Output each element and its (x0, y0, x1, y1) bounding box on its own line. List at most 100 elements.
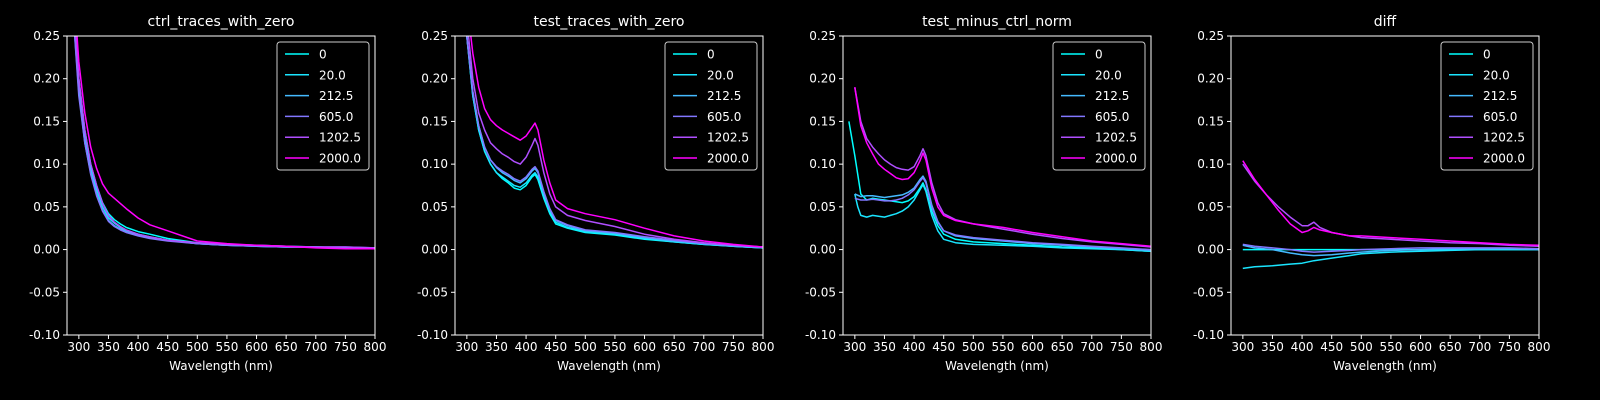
y-tick-label: 0.20 (33, 72, 60, 86)
legend-box (276, 41, 370, 171)
x-tick-label: 350 (485, 340, 508, 354)
chart-panel-3: test_minus_ctrl_norm 300 350 400 450 500 550 60… (805, 14, 1163, 373)
y-tick-label: 0.25 (809, 29, 836, 43)
x-tick-label: 650 (1051, 340, 1074, 354)
x-tick-label: 800 (1140, 340, 1163, 354)
legend: 0 20.0 212.5 605.0 1202.5 2000.0 (1440, 41, 1534, 171)
legend-entry: 1202.5 (1483, 131, 1525, 145)
x-axis-label: Wavelength (nm) (1333, 359, 1437, 373)
y-tick-label: 0.25 (421, 29, 448, 43)
legend-entry: 0 (1483, 48, 1491, 62)
x-axis-label: Wavelength (nm) (945, 359, 1049, 373)
legend-entry: 212.5 (707, 89, 741, 103)
y-tick-label: 0.05 (1197, 200, 1224, 214)
y-tick-label: -0.10 (29, 328, 60, 342)
x-tick-label: 500 (574, 340, 597, 354)
legend: 0 20.0 212.5 605.0 1202.5 2000.0 (276, 41, 370, 171)
x-tick-label: 500 (1350, 340, 1373, 354)
x-tick-label: 650 (663, 340, 686, 354)
series-line-0 (848, 121, 1151, 253)
series-line-1202.5 (854, 87, 1151, 248)
x-tick-label: 550 (215, 340, 238, 354)
legend: 0 20.0 212.5 605.0 1202.5 2000.0 (1052, 41, 1146, 171)
x-tick-label: 300 (67, 340, 90, 354)
chart-title: diff (1374, 14, 1397, 30)
x-tick-label: 350 (1261, 340, 1284, 354)
legend-entry: 0 (1095, 48, 1103, 62)
series-line-2000.0 (470, 36, 763, 248)
x-tick-label: 400 (1291, 340, 1314, 354)
y-tick-label: 0.05 (809, 200, 836, 214)
series-line-1202.5 (1242, 163, 1539, 247)
y-tick-label: -0.05 (1193, 285, 1224, 299)
y-tick-label: 0.00 (809, 243, 836, 257)
series-line-2000.0 (1242, 160, 1539, 247)
x-tick-label: 700 (304, 340, 327, 354)
series-lines (73, 36, 375, 250)
series-line-212.5 (1242, 244, 1539, 257)
y-tick-label: 0.20 (809, 72, 836, 86)
plot-frame (1230, 35, 1540, 336)
y-tick-label: 0.15 (421, 114, 448, 128)
y-tick-label: 0.00 (1197, 243, 1224, 257)
x-tick-label: 650 (1439, 340, 1462, 354)
legend-box (1440, 41, 1534, 171)
x-tick-label: 600 (245, 340, 268, 354)
x-tick-label: 300 (455, 340, 478, 354)
x-tick-label: 750 (334, 340, 357, 354)
chart-title: test_minus_ctrl_norm (922, 14, 1072, 30)
series-lines (1242, 160, 1539, 270)
x-axis-label: Wavelength (nm) (169, 359, 273, 373)
x-tick-label: 750 (1110, 340, 1133, 354)
series-line-212.5 (854, 175, 1151, 252)
y-tick-label: 0.10 (809, 157, 836, 171)
x-tick-label: 800 (1528, 340, 1551, 354)
x-tick-label: 350 (873, 340, 896, 354)
y-tick-label: 0.00 (33, 243, 60, 257)
y-tick-label: 0.20 (1197, 72, 1224, 86)
y-tick-label: 0.10 (33, 157, 60, 171)
series-line-605.0 (1242, 243, 1539, 253)
x-tick-label: 650 (275, 340, 298, 354)
legend-entry: 212.5 (319, 89, 353, 103)
legend-entry: 605.0 (319, 110, 353, 124)
y-tick-label: 0.10 (421, 157, 448, 171)
y-tick-label: 0.15 (33, 114, 60, 128)
y-tick-label: -0.05 (805, 285, 836, 299)
legend-entry: 2000.0 (1095, 152, 1137, 166)
legend-entry: 20.0 (319, 68, 346, 82)
legend-entry: 20.0 (707, 68, 734, 82)
x-tick-label: 450 (544, 340, 567, 354)
legend: 0 20.0 212.5 605.0 1202.5 2000.0 (664, 41, 758, 171)
legend-entry: 0 (319, 48, 327, 62)
series-lines (466, 36, 763, 249)
legend-entry: 605.0 (1483, 110, 1517, 124)
chart-title: test_traces_with_zero (534, 14, 685, 30)
y-tick-label: -0.05 (417, 285, 448, 299)
y-tick-label: 0.00 (421, 243, 448, 257)
plot-frame (66, 35, 376, 336)
x-tick-label: 700 (1468, 340, 1491, 354)
chart-panel-2: test_traces_with_zero 300 350 400 450 500 550 6… (417, 14, 775, 373)
y-tick-label: 0.10 (1197, 157, 1224, 171)
legend-entry: 20.0 (1483, 68, 1510, 82)
series-line-20.0 (466, 36, 763, 249)
legend-entry: 212.5 (1095, 89, 1129, 103)
y-tick-label: 0.15 (809, 114, 836, 128)
series-line-2000.0 (854, 87, 1151, 247)
x-tick-label: 600 (1021, 340, 1044, 354)
x-tick-label: 400 (515, 340, 538, 354)
x-tick-label: 300 (1231, 340, 1254, 354)
legend-entry: 20.0 (1095, 68, 1122, 82)
x-tick-label: 450 (932, 340, 955, 354)
y-tick-label: 0.05 (33, 200, 60, 214)
y-tick-label: 0.25 (1197, 29, 1224, 43)
x-tick-label: 750 (1498, 340, 1521, 354)
x-tick-label: 750 (722, 340, 745, 354)
y-tick-label: 0.15 (1197, 114, 1224, 128)
y-tick-label: 0.20 (421, 72, 448, 86)
legend-entry: 1202.5 (319, 131, 361, 145)
chart-panel-4: diff 300 350 400 450 500 550 600 650 700 750 800 -0.… (1193, 14, 1551, 373)
series-lines (848, 87, 1151, 253)
series-line-605.0 (854, 177, 1151, 251)
